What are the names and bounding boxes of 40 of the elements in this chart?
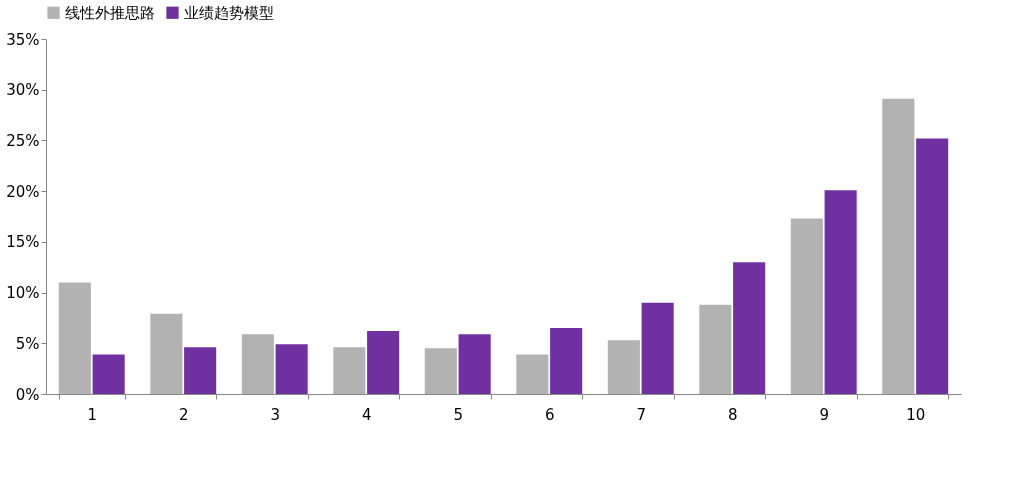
bar <box>790 218 823 394</box>
legend-label: 业绩趋势模型 <box>184 3 274 22</box>
y-tick-label: 25% <box>6 131 40 150</box>
x-tick-label: 5 <box>453 405 464 424</box>
x-tick-label: 1 <box>87 405 98 424</box>
bar <box>92 354 125 394</box>
x-tick-label: 3 <box>270 405 281 424</box>
legend-label: 线性外推思路 <box>65 3 155 22</box>
bar <box>241 334 274 394</box>
bar <box>58 282 91 394</box>
y-tick-label: 0% <box>15 385 40 404</box>
bar <box>516 354 549 394</box>
x-tick-label: 8 <box>727 405 738 424</box>
bar <box>699 304 732 394</box>
y-tick-label: 10% <box>6 284 40 303</box>
y-tick-label: 35% <box>6 30 40 49</box>
y-tick-label: 20% <box>6 182 40 201</box>
bar <box>916 138 949 394</box>
bar <box>550 328 583 394</box>
bar <box>367 331 400 394</box>
bar <box>641 302 674 394</box>
bar <box>824 190 857 394</box>
bar <box>275 344 308 394</box>
bar <box>150 313 183 394</box>
bar <box>607 340 640 394</box>
y-tick-label: 5% <box>15 334 40 353</box>
bar <box>882 98 915 394</box>
x-tick-label: 9 <box>819 405 830 424</box>
x-tick-label: 2 <box>178 405 189 424</box>
bar <box>458 334 491 394</box>
y-tick-label: 30% <box>6 81 40 100</box>
x-tick-label: 7 <box>636 405 647 424</box>
bar <box>333 347 366 394</box>
bar <box>184 347 217 394</box>
bar <box>424 348 457 394</box>
x-tick-label: 10 <box>906 405 926 424</box>
y-tick-label: 15% <box>6 233 40 252</box>
x-tick-label: 6 <box>544 405 555 424</box>
x-tick-label: 4 <box>361 405 372 424</box>
bar <box>733 262 766 394</box>
